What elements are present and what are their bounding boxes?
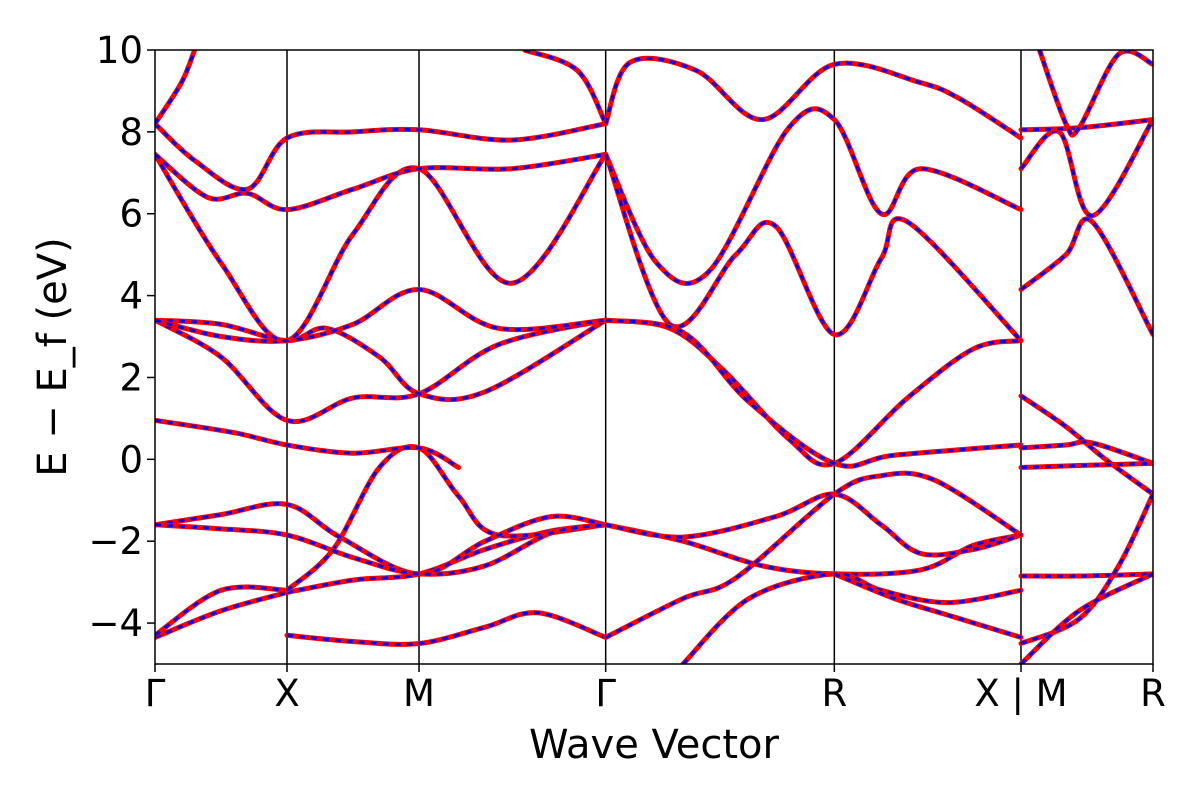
band-line-model: [155, 287, 606, 343]
y-tick-label: 4: [119, 275, 143, 318]
band-line-model: [605, 318, 1022, 467]
band-line-dft: [1018, 491, 1153, 646]
band-line-dft: [603, 522, 1024, 577]
band-line-model: [605, 523, 1022, 576]
x-axis-ticks: Γ X M Γ R X | M R: [145, 664, 1166, 715]
band-line-dft: [1018, 571, 1153, 664]
band-line-model: [155, 590, 288, 639]
band-line-dft: [155, 121, 609, 193]
y-tick-label: 0: [119, 438, 143, 481]
band-line-model: [1020, 493, 1153, 645]
band-line-model: [1020, 217, 1153, 336]
y-tick-label: 10: [96, 29, 143, 72]
band-line-model: [604, 107, 1022, 285]
band-line-model: [1019, 118, 1153, 218]
y-axis-ticks: −4 −2 0 2 4 6 8 10: [88, 29, 155, 645]
band-line-model: [605, 492, 1022, 557]
band-line-model: [1019, 572, 1153, 664]
band-line-dft: [603, 317, 1024, 468]
band-line-model: [155, 318, 607, 424]
y-tick-label: −2: [88, 520, 143, 563]
band-line-model: [605, 471, 1022, 639]
band-line-model: [1020, 572, 1153, 578]
y-tick-label: −4: [88, 602, 143, 645]
band-line-model: [604, 56, 1022, 140]
band-line-dft: [155, 417, 462, 470]
x-tick-label: R: [1140, 672, 1166, 715]
plot-frame: [154, 49, 1154, 665]
band-line-model: [155, 502, 606, 576]
band-line-dft: [1018, 117, 1153, 219]
y-tick-label: 6: [119, 193, 143, 236]
band-line-dft: [155, 589, 290, 640]
band-line-model: [1020, 440, 1153, 465]
band-line-dft: [603, 55, 1024, 141]
band-line-dft: [1018, 216, 1153, 337]
x-axis-label: Wave Vector: [529, 722, 780, 768]
band-line-model: [155, 418, 460, 469]
y-axis-label: E − E_f (eV): [30, 237, 76, 476]
band-line-model: [155, 318, 607, 402]
band-line-model: [1038, 50, 1153, 137]
x-tick-label: Γ: [595, 672, 616, 715]
band-line-dft: [522, 50, 609, 127]
band-line-model: [155, 523, 606, 576]
band-line-dft: [284, 610, 609, 647]
x-tick-label: X: [274, 672, 299, 715]
band-line-model: [605, 318, 1022, 468]
band-line-dft: [831, 571, 1024, 640]
band-line-dft: [603, 317, 1024, 469]
x-tick-label: R: [821, 672, 847, 715]
band-line-model: [1020, 118, 1153, 132]
band-line-model: [155, 153, 607, 343]
band-line-dft: [603, 106, 1024, 286]
band-line-model: [681, 572, 1022, 664]
bands-group: [155, 50, 1153, 664]
band-line-model: [155, 585, 288, 637]
y-tick-label: 2: [119, 356, 143, 399]
band-line-dft: [603, 491, 1024, 558]
band-line-model: [524, 50, 608, 125]
x-tick-label: X | M: [974, 672, 1067, 715]
x-tick-label: Γ: [145, 672, 166, 715]
band-line-model: [833, 572, 1022, 639]
x-tick-label: M: [403, 672, 435, 715]
band-line-model: [155, 152, 606, 212]
band-line-dft: [680, 571, 1024, 664]
band-line-model: [1020, 461, 1153, 469]
y-tick-label: 8: [119, 111, 143, 154]
band-line-model: [155, 50, 196, 125]
band-line-model: [286, 611, 607, 646]
